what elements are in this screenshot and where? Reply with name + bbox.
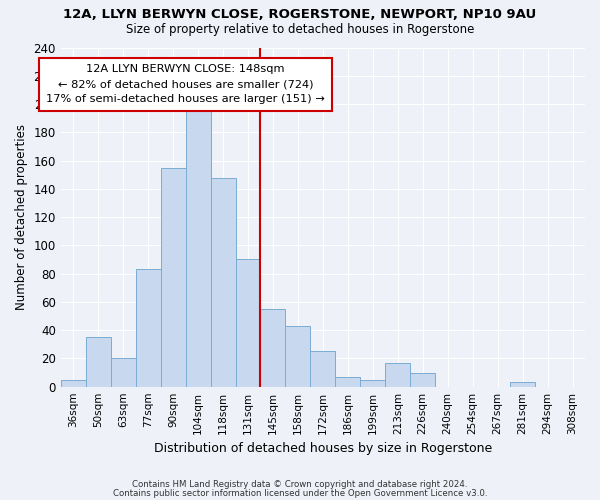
Text: Contains public sector information licensed under the Open Government Licence v3: Contains public sector information licen… xyxy=(113,488,487,498)
Y-axis label: Number of detached properties: Number of detached properties xyxy=(15,124,28,310)
Bar xyxy=(185,104,211,387)
Bar xyxy=(310,352,335,386)
Bar xyxy=(335,377,361,386)
Bar xyxy=(111,358,136,386)
Bar xyxy=(510,382,535,386)
Bar xyxy=(236,260,260,386)
Bar xyxy=(361,380,385,386)
Bar xyxy=(161,168,185,386)
Bar xyxy=(385,362,410,386)
Bar xyxy=(410,372,435,386)
Bar xyxy=(136,270,161,386)
Text: 12A LLYN BERWYN CLOSE: 148sqm
← 82% of detached houses are smaller (724)
17% of : 12A LLYN BERWYN CLOSE: 148sqm ← 82% of d… xyxy=(46,64,325,104)
X-axis label: Distribution of detached houses by size in Rogerstone: Distribution of detached houses by size … xyxy=(154,442,492,455)
Bar xyxy=(61,380,86,386)
Bar xyxy=(286,326,310,386)
Text: 12A, LLYN BERWYN CLOSE, ROGERSTONE, NEWPORT, NP10 9AU: 12A, LLYN BERWYN CLOSE, ROGERSTONE, NEWP… xyxy=(64,8,536,20)
Bar xyxy=(86,337,111,386)
Bar xyxy=(211,178,236,386)
Text: Contains HM Land Registry data © Crown copyright and database right 2024.: Contains HM Land Registry data © Crown c… xyxy=(132,480,468,489)
Text: Size of property relative to detached houses in Rogerstone: Size of property relative to detached ho… xyxy=(126,22,474,36)
Bar xyxy=(260,309,286,386)
